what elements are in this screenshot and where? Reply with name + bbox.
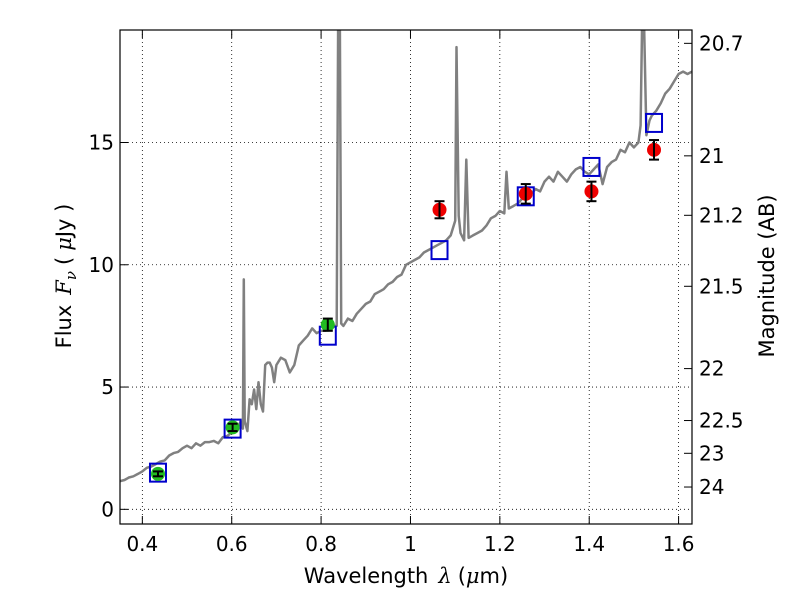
y-tick-label: 15 [89,130,114,154]
y-tick-label: 0 [101,497,114,521]
y2-tick-label: 22.5 [699,409,744,433]
data-series [120,30,692,483]
y2-tick-label: 21 [699,144,724,168]
x-tick-label: 1.4 [573,532,605,556]
grid-lines [120,30,692,524]
x-axis-title: Wavelength λ (μm) [304,564,508,588]
plot-frame [119,29,693,525]
model-square-marker [223,418,242,439]
y2-tick-label: 21.5 [699,274,744,298]
y2-tick-label: 23 [699,441,724,465]
x-tick-label: 1.2 [484,532,516,556]
x-tick-label: 1.6 [663,532,695,556]
model-square-marker [645,112,664,133]
x-tick-label: 0.8 [305,532,337,556]
y-axis-title: FluxFν(μJy ) [52,204,80,349]
y2-tick-label: 20.7 [699,31,744,55]
model-square-marker [148,462,167,483]
axis-labels: Wavelength λ (μm) FluxFν(μJy ) Magnitude (… [52,31,779,588]
y2-tick-label: 22 [699,357,724,381]
y-tick-label: 5 [101,375,114,399]
y2-tick-label: 24 [699,475,724,499]
x-tick-label: 1 [404,532,417,556]
y2-axis-title: Magnitude (AB) [755,194,779,357]
x-tick-label: 0.6 [216,532,248,556]
y-tick-label: 10 [89,253,114,277]
model-square-marker [582,156,601,177]
x-tick-label: 0.4 [126,532,158,556]
model-square-marker [430,240,449,261]
y2-tick-label: 21.2 [699,203,744,227]
axes [119,29,693,525]
